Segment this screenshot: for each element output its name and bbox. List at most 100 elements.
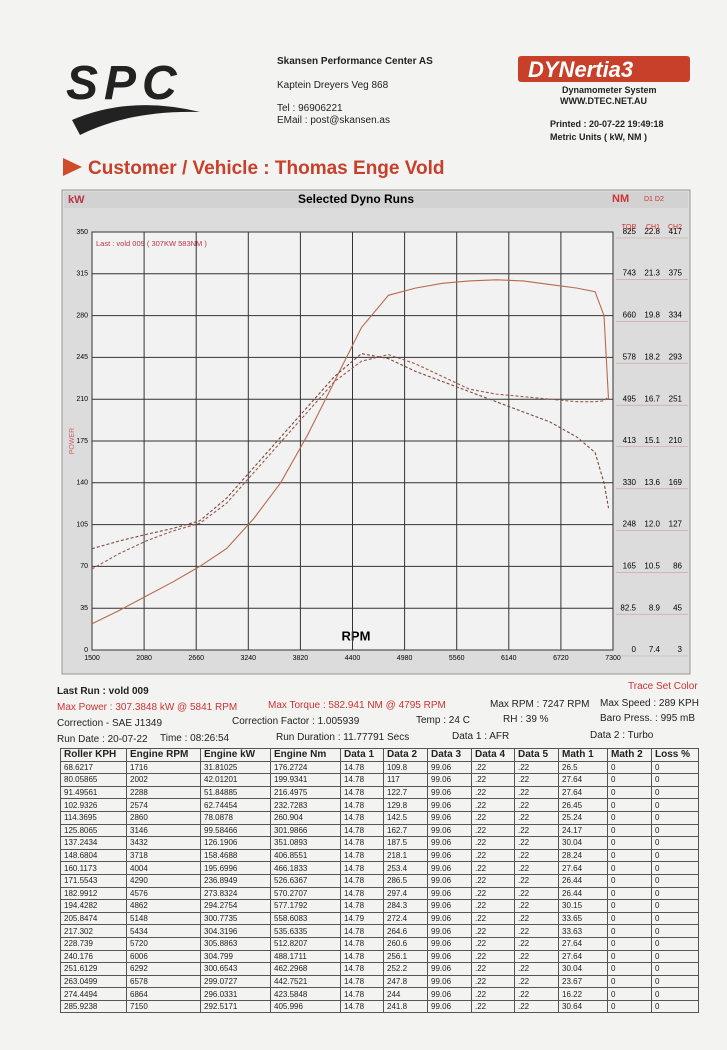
ch2-tick-label: 3 (678, 645, 683, 654)
ch1-tick-label: 13.6 (644, 478, 660, 487)
ch1-tick-label: 12.0 (644, 519, 660, 528)
table-cell: 216.4975 (270, 785, 341, 800)
data1: Data 1 : AFR (452, 731, 510, 742)
table-cell: 125.8065 (60, 823, 127, 838)
table-cell: .22 (514, 911, 559, 926)
table-cell: 0 (651, 823, 699, 838)
table-cell: 2002 (126, 773, 201, 787)
table-cell: .22 (471, 962, 515, 976)
table-cell: 240.176 (60, 949, 127, 964)
ch1-tick-label: 15.1 (644, 436, 660, 445)
y2-tick-label: 248 (623, 519, 637, 528)
column-header: Engine Nm (270, 748, 341, 762)
table-cell: 187.5 (383, 836, 428, 850)
table-cell: .22 (514, 836, 559, 850)
table-cell: 2860 (126, 810, 201, 825)
brand-badge (518, 56, 690, 82)
ch2-tick-label: 375 (669, 269, 683, 278)
table-cell: 142.5 (383, 810, 428, 825)
right-header: CH2 (668, 224, 682, 231)
table-cell: 3146 (126, 823, 201, 838)
table-cell: 5434 (126, 924, 201, 938)
table-cell: 0 (651, 861, 699, 875)
table-cell: .22 (514, 823, 559, 838)
table-cell: 274.4494 (60, 987, 127, 1001)
ch2-tick-label: 210 (669, 436, 683, 445)
table-cell: 272.4 (383, 911, 428, 926)
y2-tick-label: 660 (623, 311, 637, 320)
table-cell: 0 (607, 987, 652, 1001)
y2-tick-label: 330 (623, 478, 637, 487)
table-cell: 205.8474 (60, 911, 127, 926)
ch1-tick-label: 7.4 (649, 645, 661, 654)
x-axis-title: RPM (342, 628, 371, 643)
title-marker (63, 158, 82, 176)
table-cell: .22 (471, 861, 515, 875)
y-axis-title: POWER (69, 428, 76, 454)
table-cell: 14.78 (340, 936, 384, 951)
table-cell: 78.0878 (200, 810, 271, 825)
table-cell: .22 (471, 785, 515, 800)
table-cell: 51.84885 (200, 785, 271, 800)
logo-swoosh (72, 105, 200, 135)
column-header: Roller KPH (60, 748, 127, 762)
x-tick-label: 6140 (501, 655, 517, 662)
table-cell: .22 (514, 936, 559, 951)
y2-tick-label: 165 (623, 562, 637, 571)
table-cell: 27.64 (558, 773, 608, 787)
y-tick-label: 70 (80, 563, 88, 570)
table-cell: 4004 (126, 861, 201, 875)
y2-tick-label: 578 (623, 352, 637, 361)
table-cell: 14.78 (340, 760, 384, 775)
table-cell: .22 (471, 924, 515, 938)
table-cell: 2288 (126, 785, 201, 800)
table-row: 274.4494 6864 296.0331 423.5848 14.78 244 99.0… (60, 987, 699, 1001)
table-cell: 99.58466 (200, 823, 271, 838)
table-cell: 14.78 (340, 798, 384, 812)
table-cell: .22 (471, 911, 515, 926)
table-cell: 109.8 (383, 760, 428, 775)
table-cell: .22 (471, 987, 515, 1001)
table-cell: 14.78 (340, 999, 384, 1014)
y2-tick-label: 743 (623, 269, 637, 278)
ch1-tick-label: 16.7 (644, 394, 660, 403)
table-cell: 301.9866 (270, 823, 341, 838)
table-cell: 0 (651, 936, 699, 951)
table-cell: 0 (607, 785, 652, 800)
table-cell: .22 (514, 798, 559, 812)
table-cell: 80.05865 (60, 773, 127, 787)
ch1-tick-label: 21.3 (644, 269, 660, 278)
email: EMail : post@skansen.as (277, 115, 390, 126)
ch1-tick-label: 22.8 (644, 227, 660, 236)
table-cell: 5720 (126, 936, 201, 951)
table-cell: 99.06 (427, 785, 472, 800)
x-tick-label: 2080 (136, 655, 152, 662)
table-row: 182.9912 4576 273.8324 570.2707 14.78 297.4 99… (60, 886, 699, 901)
table-cell: .22 (514, 949, 559, 964)
right-header: TQR (622, 224, 637, 231)
max-rpm: Max RPM : 7247 RPM (490, 699, 590, 710)
column-header: Math 2 (607, 748, 652, 762)
table-cell: 99.06 (427, 911, 472, 926)
table-cell: 14.78 (340, 861, 384, 875)
table-cell: 0 (651, 810, 699, 825)
max-speed: Max Speed : 289 KPH (600, 698, 699, 709)
table-cell: 442.7521 (270, 974, 341, 989)
table-cell: .22 (471, 936, 515, 951)
ch1-tick-label: 18.2 (644, 352, 660, 361)
x-tick-label: 4980 (397, 655, 413, 662)
table-cell: 195.6996 (200, 861, 271, 875)
results-table: Roller KPH Engine RPM Engine kW Engine Nm Da… (60, 748, 699, 1014)
y2-tick-label: 0 (632, 645, 637, 654)
table-cell: 99.06 (427, 836, 472, 850)
run-duration: Run Duration : 11.77791 Secs (276, 732, 410, 743)
last-run: Last Run : vold 009 (57, 686, 149, 697)
table-cell: 27.64 (558, 936, 608, 951)
table-cell: 0 (651, 785, 699, 800)
column-header: Data 1 (340, 748, 384, 762)
table-cell: 297.4 (383, 886, 428, 901)
x-tick-label: 5560 (449, 655, 465, 662)
table-cell: 0 (651, 999, 699, 1014)
